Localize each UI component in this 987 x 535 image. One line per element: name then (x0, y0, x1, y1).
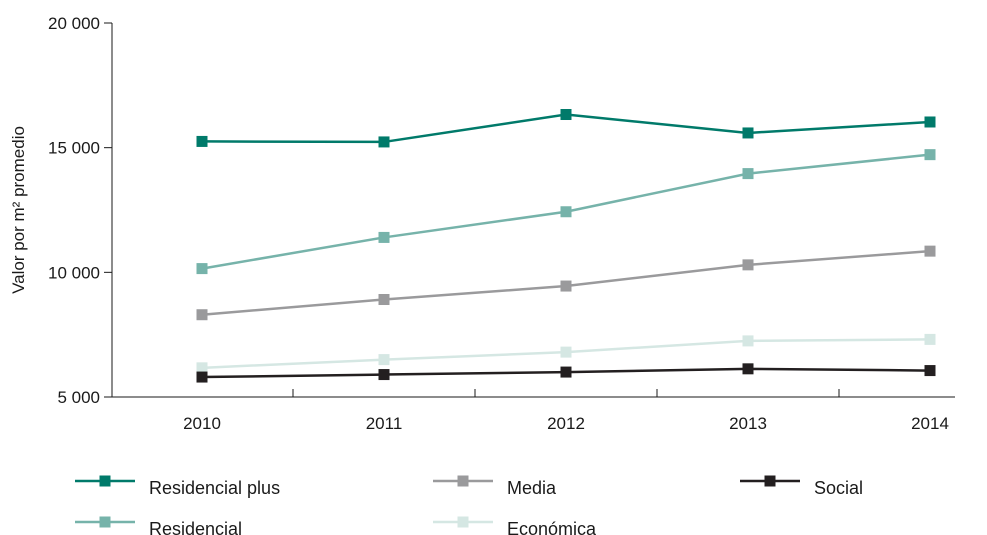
x-tick-label: 2011 (366, 414, 403, 433)
legend-swatch-marker (457, 516, 469, 528)
legend-item: Social (740, 475, 863, 498)
y-axis-title: Valor por m² promedio (9, 126, 28, 294)
data-point (378, 369, 390, 381)
data-point (560, 206, 572, 218)
x-tick-label: 2012 (547, 414, 585, 433)
legend-label: Residencial plus (149, 478, 280, 498)
data-point (196, 371, 208, 383)
x-tick-label: 2014 (911, 414, 949, 433)
data-point (196, 309, 208, 321)
data-point (378, 136, 390, 148)
legend-item: Residencial plus (75, 475, 280, 498)
legend-swatch-marker (99, 475, 111, 487)
legend: Residencial plus Residencial Media Económic… (75, 475, 863, 535)
legend-label: Media (507, 478, 557, 498)
data-point (378, 231, 390, 243)
data-point (924, 245, 936, 257)
legend-label: Residencial (149, 519, 242, 535)
data-point (378, 354, 390, 366)
legend-label: Económica (507, 519, 597, 535)
legend-item: Residencial (75, 516, 242, 535)
axes: 5 000 10 000 15 000 20 000 2010 2011 2012 2013 2… (9, 14, 955, 433)
data-point (924, 116, 936, 128)
legend-swatch-marker (764, 475, 776, 487)
data-point (924, 365, 936, 377)
x-tick-label: 2013 (729, 414, 767, 433)
y-tick-label: 5 000 (57, 388, 100, 407)
data-point (378, 294, 390, 306)
x-tick-label: 2010 (183, 414, 221, 433)
series (196, 363, 936, 383)
data-point (560, 280, 572, 292)
legend-swatch-marker (457, 475, 469, 487)
data-point (196, 135, 208, 147)
data-point (560, 346, 572, 358)
y-tick-label: 15 000 (48, 139, 100, 158)
data-point (560, 366, 572, 378)
series-layer (196, 109, 936, 383)
series (196, 245, 936, 321)
data-point (742, 127, 754, 139)
legend-item: Económica (433, 516, 597, 535)
data-point (742, 335, 754, 347)
legend-swatch-marker (99, 516, 111, 528)
y-tick-label: 10 000 (48, 263, 100, 282)
data-point (742, 259, 754, 271)
data-point (560, 109, 572, 121)
data-point (924, 149, 936, 161)
legend-label: Social (814, 478, 863, 498)
data-point (742, 363, 754, 375)
series (196, 333, 936, 374)
data-point (742, 168, 754, 180)
data-point (924, 333, 936, 345)
legend-item: Media (433, 475, 557, 498)
data-point (196, 362, 208, 374)
data-point (196, 263, 208, 275)
y-tick-label: 20 000 (48, 14, 100, 33)
series (196, 109, 936, 148)
series (196, 149, 936, 275)
